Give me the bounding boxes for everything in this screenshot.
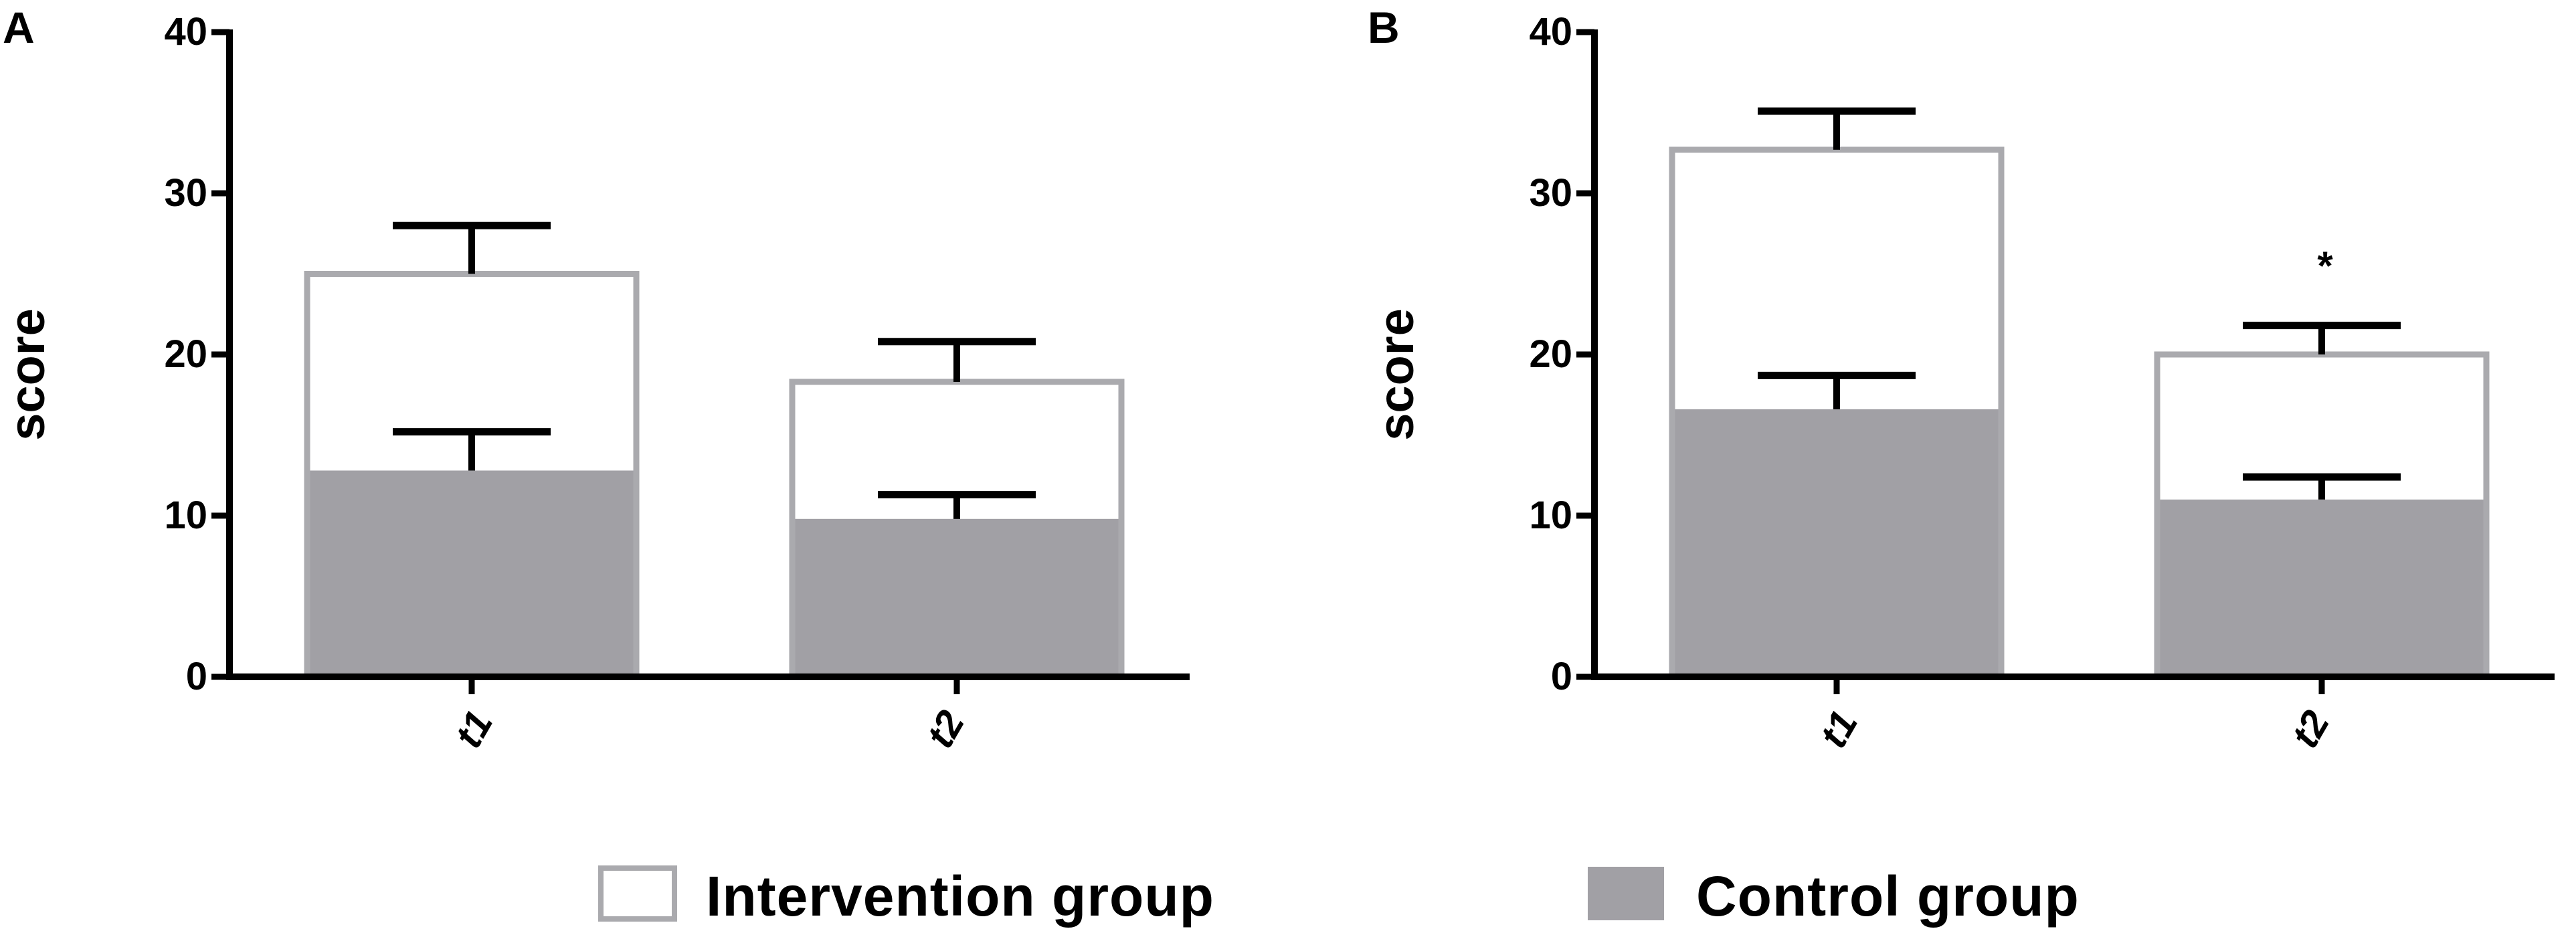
panel-a-bar-control-t2 (790, 518, 1124, 677)
panel-a-x-label-t1: t1 (446, 704, 501, 755)
panel-a-marks (304, 221, 1125, 680)
panel-b-y-tick-0: 0 (1551, 655, 1572, 698)
panel-a-axes (211, 29, 1190, 694)
panel-a-y-tick-40: 40 (164, 10, 207, 54)
panel-b-x-label-t2: t2 (2283, 704, 2338, 755)
panel-b-axes (1576, 29, 2555, 694)
panel-b-y-tick-20: 20 (1529, 332, 1572, 376)
panel-a-bar-control-t1 (304, 470, 639, 677)
panel-b-letter: B (1368, 3, 1400, 52)
panel-b-significance-asterisk: * (2317, 243, 2333, 288)
panel-b-y-tick-labels: 0 10 20 30 40 (1529, 10, 1572, 698)
legend-swatch-intervention (598, 865, 677, 922)
panel-a-y-tick-20: 20 (164, 332, 207, 376)
panel-b-x-label-t1: t1 (1811, 704, 1866, 755)
legend-label-control: Control group (1696, 865, 2080, 928)
panel-b: B score 0 10 20 30 40 * t1 t2 (1368, 3, 2555, 755)
panel-b-bar-control-t1 (1669, 409, 2004, 677)
panel-a-y-tick-labels: 0 10 20 30 40 (164, 10, 207, 698)
panel-a-y-axis-label: score (0, 308, 55, 440)
panel-b-y-tick-10: 10 (1529, 494, 1572, 537)
panel-a-y-tick-30: 30 (164, 171, 207, 215)
legend-label-intervention: Intervention group (706, 865, 1214, 928)
panel-a-letter: A (3, 3, 35, 52)
legend-swatch-control (1588, 867, 1664, 920)
panel-a-x-label-t2: t2 (918, 704, 973, 755)
panel-b-y-axis-label: score (1368, 308, 1424, 440)
panel-b-marks (1669, 107, 2490, 680)
panel-a: A score 0 10 20 30 40 t1 t2 (0, 3, 1190, 755)
legend: Intervention group Control group (598, 865, 2080, 928)
panel-b-y-tick-40: 40 (1529, 10, 1572, 54)
panel-b-bar-control-t2 (2154, 499, 2489, 677)
panel-b-y-tick-30: 30 (1529, 171, 1572, 215)
panel-a-y-tick-10: 10 (164, 494, 207, 537)
panel-a-y-tick-0: 0 (186, 655, 207, 698)
